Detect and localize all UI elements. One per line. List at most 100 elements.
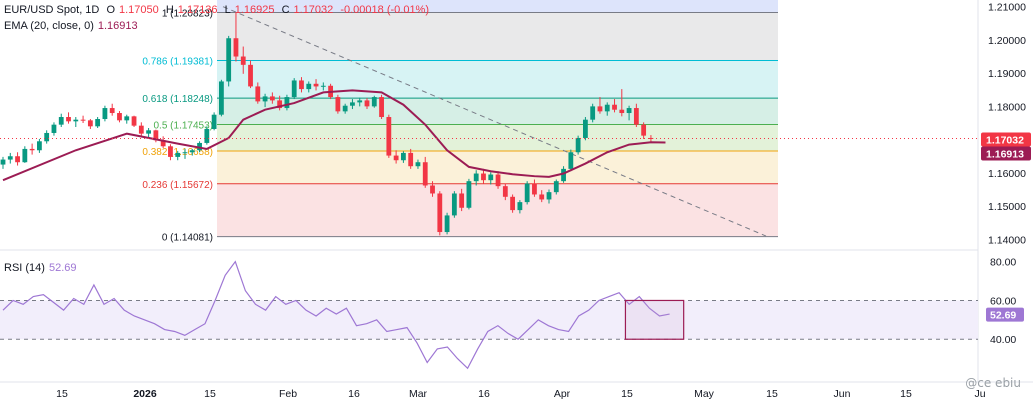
candle-body bbox=[357, 100, 363, 103]
time-tick: 15 bbox=[900, 388, 912, 400]
candle-body bbox=[233, 38, 239, 57]
candle-body bbox=[575, 137, 581, 153]
candle-body bbox=[284, 97, 290, 109]
time-tick: Mar bbox=[409, 388, 428, 400]
candle-body bbox=[269, 96, 275, 101]
ema-legend[interactable]: EMA (20, close, 0) 1.16913 bbox=[4, 20, 142, 32]
candle-body bbox=[44, 132, 50, 142]
candle-body bbox=[146, 130, 151, 134]
candle-body bbox=[517, 202, 523, 211]
candle-body bbox=[240, 56, 246, 65]
fib-top-zone bbox=[217, 0, 778, 13]
candle-body bbox=[481, 173, 486, 181]
candle-body bbox=[612, 104, 617, 110]
candle-body bbox=[466, 181, 472, 208]
time-tick: Feb bbox=[279, 388, 297, 400]
candle-body bbox=[422, 162, 428, 186]
candle-body bbox=[451, 193, 457, 216]
candle-body bbox=[401, 152, 406, 161]
candle-body bbox=[532, 183, 537, 195]
fibonacci-retracement bbox=[217, 0, 778, 238]
fib-level-label: 0.236 (1.15672) bbox=[142, 180, 213, 191]
fib-level-label: 0.5 (1.17453) bbox=[154, 121, 214, 132]
candle-body bbox=[488, 174, 494, 181]
candle-body bbox=[306, 83, 312, 90]
price-badge bbox=[981, 146, 1031, 161]
candle-body bbox=[22, 148, 28, 163]
price-tick: 1.19000 bbox=[988, 68, 1026, 80]
chart-header: EUR/USD Spot, 1D O 1.17050 H 1.17136 L 1.16… bbox=[4, 4, 433, 16]
candle-body bbox=[393, 155, 399, 161]
rsi-legend[interactable]: RSI (14) 52.69 bbox=[4, 262, 81, 274]
fib-zone bbox=[217, 124, 778, 151]
high-value: 1.17136 bbox=[177, 4, 218, 16]
candle-body bbox=[626, 108, 632, 114]
candle-body bbox=[561, 168, 566, 182]
price-tick: 1.14000 bbox=[988, 234, 1026, 246]
candle-body bbox=[553, 181, 559, 193]
candle-body bbox=[510, 196, 515, 211]
price-tick: 1.21000 bbox=[988, 2, 1026, 14]
time-tick: Ju bbox=[974, 388, 985, 400]
candle-body bbox=[590, 106, 596, 120]
candle-body bbox=[182, 152, 188, 154]
price-axis: 1.210001.200001.190001.180001.170001.160… bbox=[981, 2, 1031, 346]
candle-body bbox=[299, 80, 304, 90]
ema-value: 1.16913 bbox=[97, 20, 138, 32]
candle-body bbox=[619, 109, 625, 114]
low-value: 1.16925 bbox=[234, 4, 275, 16]
close-value: 1.17032 bbox=[293, 4, 334, 16]
rsi-badge-label: 52.69 bbox=[990, 310, 1016, 322]
candle-body bbox=[168, 146, 173, 157]
high-label: H bbox=[165, 4, 174, 16]
candle-body bbox=[124, 116, 130, 121]
ema-line bbox=[0, 89, 978, 182]
candle-body bbox=[58, 117, 64, 125]
rsi-badge bbox=[986, 307, 1024, 322]
fib-zone-bottom bbox=[217, 183, 778, 237]
time-tick: 15 bbox=[56, 388, 68, 400]
candle-body bbox=[87, 120, 93, 127]
candle-body bbox=[131, 116, 137, 126]
rsi-pane bbox=[0, 260, 978, 370]
candle-body bbox=[109, 108, 115, 114]
time-tick: 16 bbox=[478, 388, 490, 400]
candle-body bbox=[51, 124, 57, 133]
open-value: 1.17050 bbox=[119, 4, 159, 16]
candle-body bbox=[102, 108, 108, 120]
candle-body bbox=[226, 38, 232, 82]
candle-body bbox=[386, 117, 392, 156]
time-tick: Apr bbox=[554, 388, 571, 400]
candle-body bbox=[37, 141, 42, 151]
candle-body bbox=[437, 193, 443, 233]
candle-body bbox=[277, 100, 283, 109]
price-tick: 1.18000 bbox=[988, 101, 1026, 113]
candle-body bbox=[342, 105, 348, 112]
candle-body bbox=[597, 106, 603, 112]
rsi-label: RSI (14) bbox=[4, 262, 45, 274]
close-label: C bbox=[281, 4, 290, 16]
candle-body bbox=[204, 128, 210, 143]
rsi-tick: 80.00 bbox=[990, 257, 1016, 269]
time-tick: May bbox=[694, 388, 715, 400]
candle-body bbox=[320, 85, 326, 87]
candle-body bbox=[364, 100, 370, 107]
candle-body bbox=[335, 97, 341, 112]
fib-zone bbox=[217, 12, 778, 61]
candle-body bbox=[546, 192, 552, 200]
symbol-title[interactable]: EUR/USD Spot, 1D bbox=[4, 4, 100, 16]
candle-body bbox=[66, 117, 71, 122]
candle-body bbox=[189, 150, 195, 153]
candle-body bbox=[459, 193, 465, 208]
candle-body bbox=[539, 194, 545, 200]
fib-zone bbox=[217, 98, 778, 125]
fib-level-label: 0.618 (1.18248) bbox=[142, 94, 213, 105]
candle-body bbox=[350, 102, 355, 106]
ema-20-line bbox=[2, 89, 666, 182]
time-tick: 15 bbox=[621, 388, 633, 400]
candle-body bbox=[568, 152, 574, 169]
price-badge-label: 1.16913 bbox=[986, 149, 1024, 161]
candle-body bbox=[583, 119, 588, 138]
ema-label: EMA (20, close, 0) bbox=[4, 20, 94, 32]
